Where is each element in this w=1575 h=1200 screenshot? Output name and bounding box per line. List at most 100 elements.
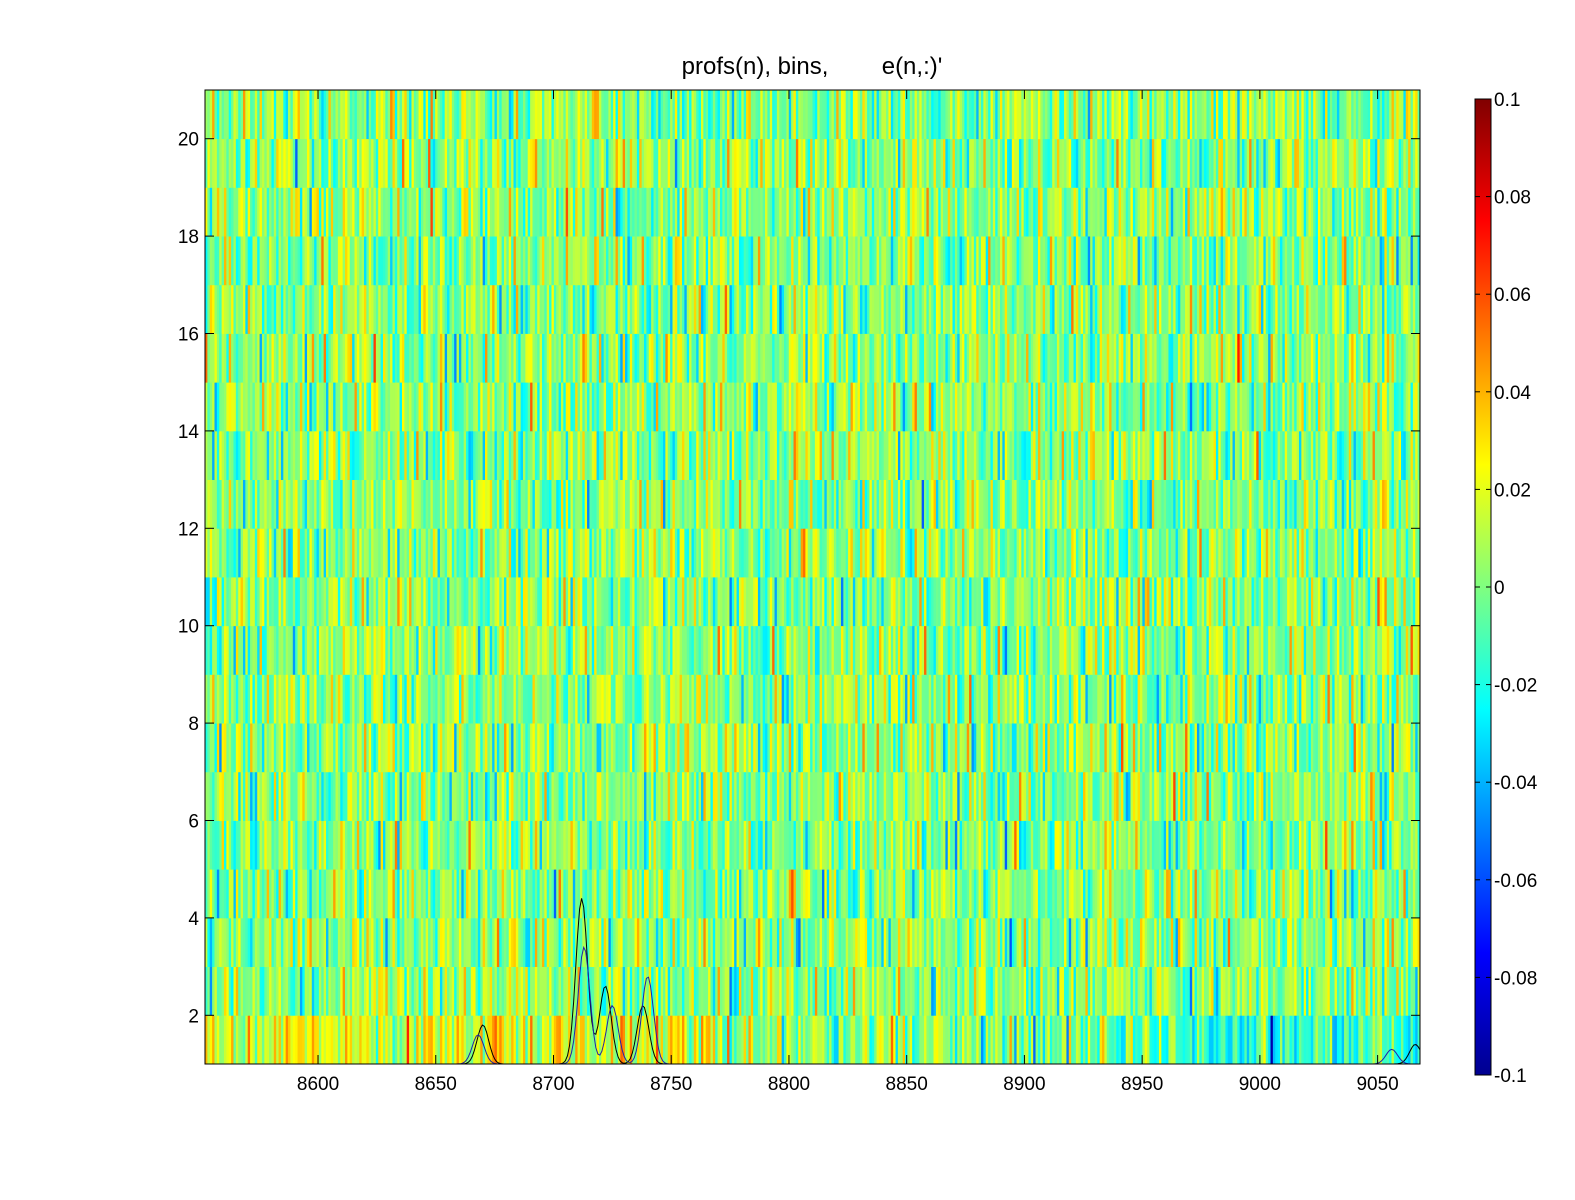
heatmap-cell: [708, 1015, 711, 1064]
heatmap-cell: [591, 1015, 595, 1064]
heatmap-cell: [1215, 723, 1219, 773]
heatmap-cell: [340, 723, 344, 773]
heatmap-cell: [413, 674, 417, 724]
heatmap-cell: [302, 1015, 306, 1064]
heatmap-cell: [1386, 917, 1390, 967]
heatmap-cell: [1097, 771, 1101, 821]
heatmap-cell: [883, 723, 887, 773]
heatmap-cell: [492, 771, 495, 821]
heatmap-cell: [700, 966, 704, 1016]
heatmap-cell: [570, 917, 574, 967]
heatmap-cell: [933, 674, 937, 724]
heatmap-cell: [1360, 820, 1364, 870]
heatmap-cell: [710, 966, 714, 1016]
heatmap-cell: [1358, 820, 1362, 870]
heatmap-cell: [859, 869, 863, 919]
heatmap-cell: [1379, 820, 1383, 870]
heatmap-cell: [233, 723, 237, 773]
heatmap-cell: [1125, 723, 1129, 773]
heatmap-cell: [522, 966, 526, 1016]
heatmap-cell: [347, 771, 351, 821]
heatmap-cell: [660, 577, 664, 627]
heatmap-cell: [1097, 820, 1101, 870]
heatmap-cell: [831, 577, 835, 627]
heatmap-cell: [314, 1015, 317, 1064]
heatmap-cell: [468, 966, 472, 1016]
heatmap-cell: [570, 577, 574, 627]
heatmap-cell: [907, 723, 911, 773]
heatmap-cell: [881, 577, 885, 627]
heatmap-cell: [326, 577, 329, 627]
heatmap-cell: [209, 771, 213, 821]
heatmap-cell: [454, 1015, 457, 1064]
heatmap-cell: [1268, 771, 1271, 821]
heatmap-cell: [401, 625, 405, 675]
heatmap-cell: [1083, 869, 1086, 919]
heatmap-cell: [980, 869, 984, 919]
heatmap-cell: [387, 820, 391, 870]
heatmap-cell: [665, 723, 669, 773]
heatmap-cell: [648, 771, 652, 821]
heatmap-cell: [719, 771, 723, 821]
heatmap-cell: [435, 1015, 438, 1064]
heatmap-cell: [207, 625, 211, 675]
heatmap-cell: [836, 771, 839, 821]
heatmap-cell: [912, 1015, 915, 1064]
heatmap-cell: [316, 674, 320, 724]
heatmap-cell: [667, 625, 671, 675]
heatmap-cell: [1249, 820, 1252, 870]
heatmap-cell: [833, 674, 837, 724]
heatmap-cell: [1341, 869, 1345, 919]
heatmap-cell: [494, 869, 498, 919]
heatmap-cell: [772, 869, 775, 919]
heatmap-cell: [520, 723, 524, 773]
heatmap-cell: [924, 820, 927, 870]
heatmap-cell: [715, 869, 718, 919]
heatmap-cell: [736, 966, 740, 1016]
heatmap-cell: [1064, 723, 1067, 773]
heatmap-cell: [371, 771, 374, 821]
heatmap-cell: [886, 966, 889, 1016]
heatmap-cell: [784, 674, 787, 724]
heatmap-cell: [1372, 674, 1376, 724]
heatmap-cell: [610, 723, 614, 773]
heatmap-cell: [921, 1015, 925, 1064]
heatmap-cell: [1253, 966, 1257, 1016]
heatmap-cell: [909, 869, 913, 919]
heatmap-cell: [506, 674, 510, 724]
heatmap-cell: [254, 771, 258, 821]
heatmap-cell: [501, 966, 505, 1016]
heatmap-cell: [1028, 966, 1032, 1016]
heatmap-cell: [314, 869, 317, 919]
heatmap-cell: [1149, 625, 1153, 675]
heatmap-cell: [532, 771, 536, 821]
heatmap-cell: [689, 820, 692, 870]
heatmap-cell: [1289, 1015, 1293, 1064]
heatmap-cell: [499, 625, 503, 675]
heatmap-cell: [665, 577, 669, 627]
heatmap-cell: [658, 723, 662, 773]
heatmap-cell: [964, 820, 968, 870]
heatmap-cell: [598, 820, 602, 870]
heatmap-cell: [295, 1015, 298, 1064]
heatmap-cell: [333, 917, 336, 967]
heatmap-cell: [1215, 869, 1219, 919]
heatmap-cell: [705, 723, 709, 773]
heatmap-cell: [1374, 674, 1378, 724]
heatmap-cell: [807, 771, 811, 821]
heatmap-cell: [672, 820, 676, 870]
heatmap-cell: [1109, 820, 1112, 870]
heatmap-cell: [1040, 1015, 1044, 1064]
heatmap-cell: [1116, 771, 1120, 821]
heatmap-cell: [1030, 869, 1034, 919]
heatmap-cell: [1147, 820, 1150, 870]
heatmap-cell: [845, 625, 849, 675]
heatmap-cell: [686, 966, 690, 1016]
heatmap-cell: [1268, 674, 1271, 724]
heatmap-cell: [551, 966, 555, 1016]
heatmap-cell: [663, 1015, 666, 1064]
heatmap-cell: [776, 917, 780, 967]
heatmap-cell: [625, 674, 628, 724]
heatmap-cell: [340, 577, 344, 627]
heatmap-cell: [366, 966, 370, 1016]
